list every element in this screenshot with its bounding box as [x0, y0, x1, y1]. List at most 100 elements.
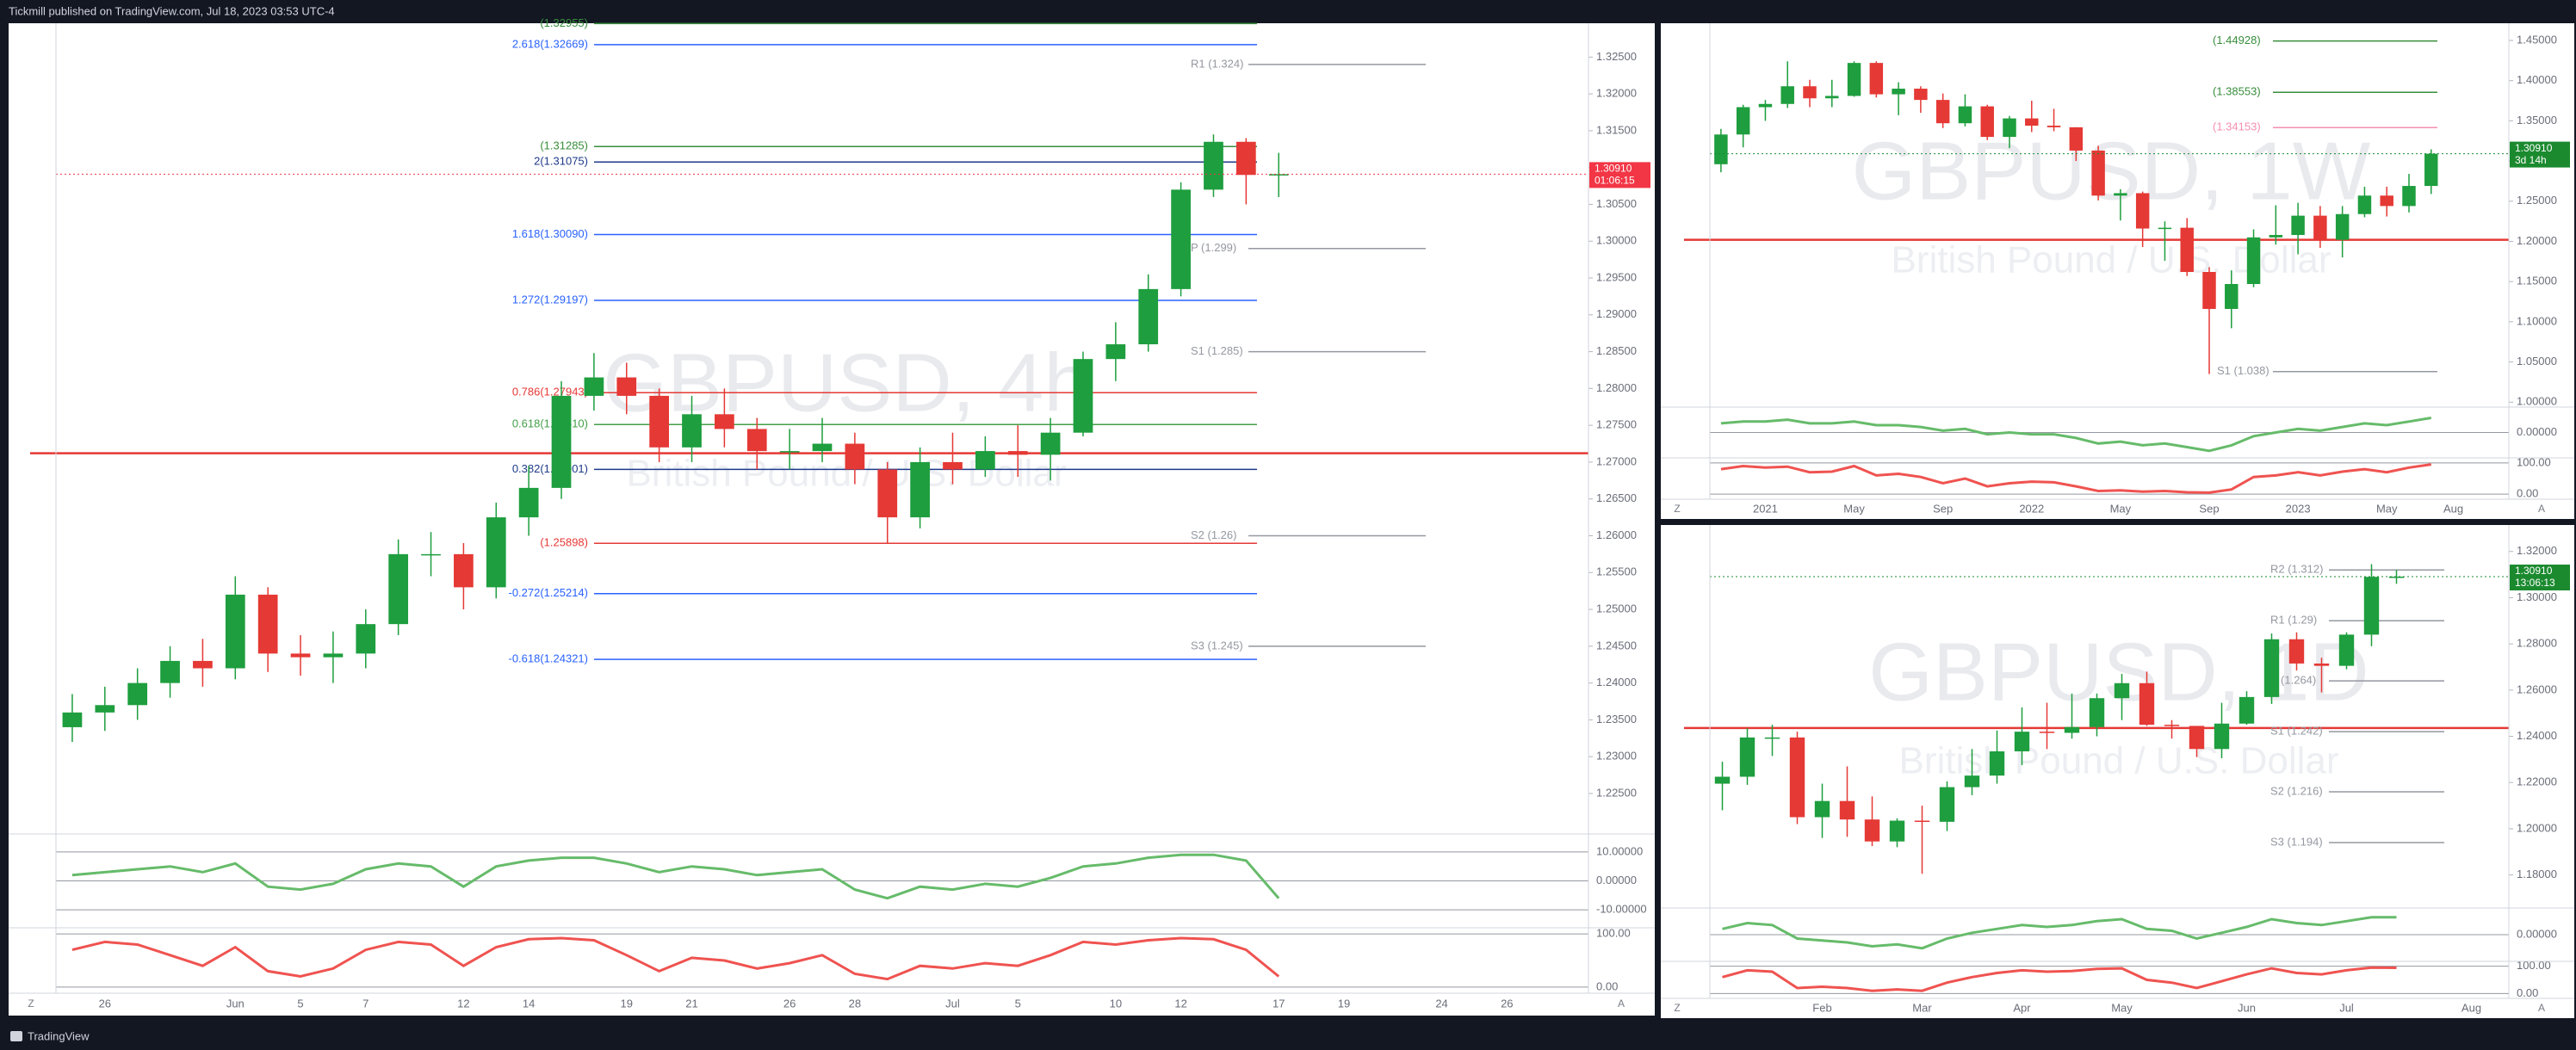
candle-body — [2225, 283, 2239, 309]
x-tick-label: 21 — [685, 997, 697, 1010]
level-label: (1.34153) — [2213, 120, 2261, 133]
x-tick-label: May — [1843, 502, 1865, 515]
y-tick-label: 1.27500 — [1596, 418, 1637, 431]
candle-body — [1105, 344, 1126, 360]
level-label: R1 (1.324) — [1191, 57, 1243, 70]
x-tick-label: 12 — [1174, 997, 1186, 1010]
level-label: 2(1.31075) — [534, 155, 588, 168]
indicator-line — [71, 853, 1280, 900]
candle-body — [1989, 750, 2005, 776]
x-tick-label: 26 — [1501, 997, 1513, 1010]
candle-body — [1964, 775, 1980, 788]
y-tick-label: 1.25000 — [2517, 194, 2557, 207]
bar-countdown: 01:06:15 — [1595, 175, 1635, 187]
candle-body — [2338, 634, 2355, 666]
y-tick-label: 1.28000 — [1596, 381, 1637, 394]
y-tick-label: 1.32500 — [1596, 50, 1637, 63]
level-label: 0.618(1.27510) — [512, 417, 588, 430]
candle-body — [2069, 127, 2084, 151]
footer-brand[interactable]: TradingView — [28, 1029, 90, 1042]
level-label: (1.25898) — [540, 536, 588, 549]
level-label: 1.272(1.29197) — [512, 293, 588, 306]
candle-body — [1268, 174, 1289, 176]
x-tick-label: 24 — [1435, 997, 1447, 1010]
candle-body — [616, 377, 637, 396]
x-tick-label: 26 — [783, 997, 796, 1010]
y-tick-label: 1.05000 — [2517, 355, 2557, 368]
indicator-tick-label: 10.00000 — [1596, 844, 1643, 857]
level-label: R1 (1.29) — [2270, 614, 2317, 627]
candle-body — [225, 594, 245, 669]
level-label: (1.32955) — [540, 16, 588, 29]
last-price-tag — [2510, 564, 2570, 590]
candle-body — [2039, 732, 2055, 733]
candle-body — [1839, 800, 1855, 820]
y-tick-label: 1.30000 — [1596, 234, 1637, 247]
x-tick-label: May — [2111, 1001, 2133, 1014]
candle-body — [1040, 432, 1061, 455]
candle-body — [1171, 189, 1191, 289]
level-label: S1 (1.242) — [2270, 725, 2323, 738]
candle-body — [2202, 271, 2216, 309]
candle-body — [649, 395, 669, 448]
x-tick-label: Mar — [1912, 1001, 1932, 1014]
candle-body — [1847, 63, 1861, 96]
candle-body — [551, 395, 572, 488]
candle-body — [2047, 125, 2061, 127]
candle-body — [1007, 451, 1028, 455]
candle-body — [2239, 696, 2255, 724]
candle-body — [1958, 106, 1972, 124]
scale-button[interactable]: Z — [1674, 1002, 1680, 1014]
scale-button[interactable]: Z — [28, 998, 34, 1010]
level-label: S2 (1.26) — [1191, 528, 1236, 541]
scale-button[interactable]: A — [1618, 998, 1625, 1010]
y-tick-label: 1.24000 — [1596, 676, 1637, 689]
candle-body — [1889, 820, 1905, 842]
indicator-tick-label: 100.00 — [1596, 927, 1631, 940]
x-tick-label: 19 — [621, 997, 633, 1010]
y-tick-label: 1.27000 — [1596, 454, 1637, 467]
candle-body — [1204, 141, 1223, 190]
candle-body — [193, 660, 213, 669]
y-tick-label: 1.25500 — [1596, 565, 1637, 578]
scale-button[interactable]: A — [2538, 1002, 2545, 1014]
candle-body — [323, 653, 344, 658]
y-tick-label: 1.29500 — [1596, 270, 1637, 283]
y-tick-label: 1.00000 — [2517, 395, 2557, 408]
scale-button[interactable]: Z — [1674, 503, 1680, 515]
y-tick-label: 1.20000 — [2517, 234, 2557, 247]
level-label: R2 (1.312) — [2270, 563, 2323, 576]
candle-body — [2313, 215, 2327, 240]
level-label: P (1.264) — [2270, 674, 2316, 687]
x-tick-label: 28 — [849, 997, 861, 1010]
y-tick-label: 1.25000 — [1596, 602, 1637, 615]
y-tick-label: 1.10000 — [2517, 314, 2557, 327]
candle-body — [127, 682, 148, 706]
candle-body — [1714, 776, 1731, 784]
candle-body — [1736, 107, 1750, 135]
candle-body — [2357, 195, 2372, 214]
last-price-label: 1.30910 — [2515, 142, 2553, 154]
indicator-tick-label: 0.00 — [2517, 986, 2538, 999]
candle-body — [421, 553, 441, 556]
scale-button[interactable]: A — [2538, 503, 2545, 515]
candle-body — [160, 660, 180, 683]
candle-body — [877, 469, 898, 518]
y-tick-label: 1.22500 — [1596, 786, 1637, 799]
candle-body — [746, 429, 767, 452]
y-tick-label: 1.29000 — [1596, 307, 1637, 320]
indicator-line — [1722, 966, 2397, 992]
candle-body — [1869, 63, 1884, 95]
chart-panel — [1661, 23, 2574, 519]
candle-body — [2091, 150, 2105, 196]
indicator-tick-label: -10.00000 — [1596, 903, 1647, 916]
x-tick-label: 19 — [1338, 997, 1350, 1010]
candle-body — [2025, 118, 2039, 126]
candle-body — [2214, 723, 2230, 750]
candle-body — [1235, 141, 1256, 176]
candle-body — [1803, 86, 1817, 99]
x-tick-label: 10 — [1110, 997, 1122, 1010]
candle-body — [1764, 737, 1780, 739]
x-tick-label: 2023 — [2286, 502, 2311, 515]
